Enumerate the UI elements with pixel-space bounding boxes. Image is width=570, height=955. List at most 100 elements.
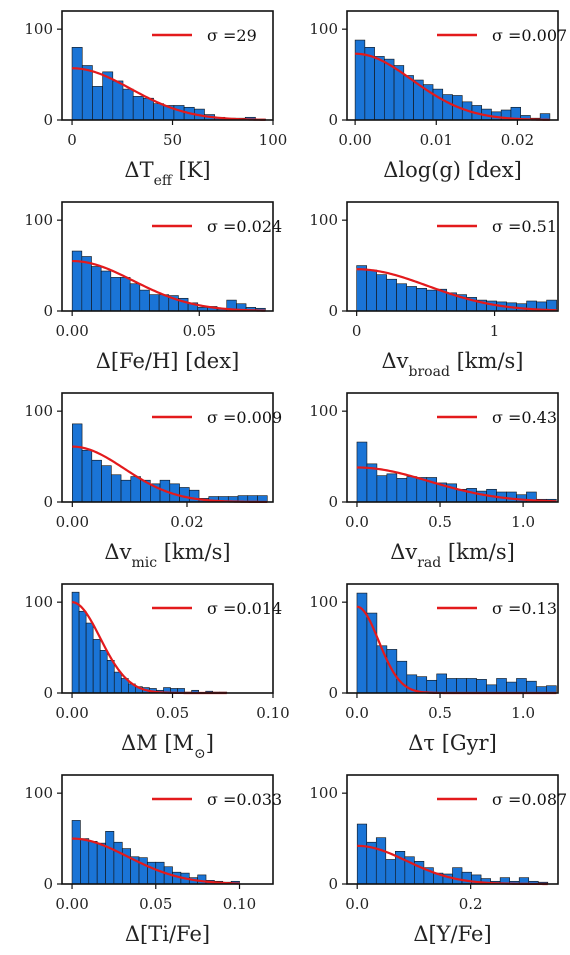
- histogram-bar: [100, 270, 112, 312]
- panel-vrad: 0 100 0.0 0.5 1.0 σ =0.43 Δvrad [km/s]: [285, 382, 570, 573]
- chart-svg: 0 100 0.00 0.01 0.02 σ =0.007 Δlog(g) [dex]: [309, 10, 567, 182]
- y-tick-label: 0: [43, 111, 53, 129]
- histogram-bar: [197, 874, 207, 885]
- y-tick-label: 0: [328, 875, 338, 893]
- histogram-bar: [80, 838, 90, 885]
- histogram-bar: [71, 820, 81, 885]
- x-axis-label: Δ[Ti/Fe]: [125, 922, 210, 946]
- x-tick-label: 0: [67, 131, 77, 149]
- x-axis-label: Δlog(g) [dex]: [383, 158, 522, 182]
- x-tick-label: 1.0: [511, 704, 535, 722]
- histogram-bar: [110, 277, 121, 312]
- histogram-bar: [91, 459, 102, 503]
- x-tick-label: 0.2: [459, 895, 483, 913]
- x-tick-label: 0.10: [223, 895, 256, 913]
- y-tick-label: 0: [328, 302, 338, 320]
- gaussian-fit-line: [72, 259, 266, 312]
- histogram-bar: [139, 289, 150, 312]
- histogram-bar: [81, 256, 92, 312]
- chart-svg: 0 100 0.0 0.2 σ =0.087 Δ[Y/Fe]: [309, 774, 567, 946]
- chart-svg: 0 100 0.00 0.05 σ =0.024 Δ[Fe/H] [dex]: [24, 201, 282, 373]
- y-tick-label: 100: [309, 593, 338, 611]
- x-axis-label: Δτ [Gyr]: [408, 731, 497, 755]
- panel-yfe: 0 100 0.0 0.2 σ =0.087 Δ[Y/Fe]: [285, 764, 570, 955]
- histogram-bar: [403, 75, 414, 121]
- panel-logg: 0 100 0.00 0.01 0.02 σ =0.007 Δlog(g) [dex]: [285, 0, 570, 191]
- gaussian-fit-line: [72, 837, 240, 885]
- y-tick-label: 100: [309, 211, 338, 229]
- x-tick-label: 0.00: [338, 131, 371, 149]
- chart-svg: 0 100 0 50 100 σ =29 ΔTeff [K]: [24, 10, 288, 189]
- y-tick-label: 100: [309, 20, 338, 38]
- histogram-bar: [396, 660, 408, 694]
- legend-label: σ =0.13: [492, 599, 557, 618]
- x-tick-label: 50: [163, 131, 182, 149]
- histogram-bar: [101, 465, 112, 503]
- x-tick-label: 100: [259, 131, 288, 149]
- x-tick-label: 0.05: [183, 322, 216, 340]
- x-tick-label: 0.00: [55, 704, 88, 722]
- plot-frame: [346, 774, 559, 885]
- x-axis-label: ΔTeff [K]: [124, 158, 210, 189]
- histogram-bar: [91, 266, 102, 312]
- histogram-bar: [72, 423, 83, 503]
- y-tick-label: 100: [24, 402, 53, 420]
- histogram-bar: [71, 591, 80, 694]
- histogram-bar: [78, 610, 87, 694]
- histogram-bar: [188, 489, 200, 503]
- histogram-bar: [396, 283, 407, 312]
- histogram-bar: [386, 278, 397, 312]
- legend-label: σ =29: [207, 26, 257, 45]
- histogram-bar: [122, 88, 134, 121]
- plot-frame: [61, 392, 274, 503]
- x-tick-label: 0: [352, 322, 362, 340]
- histogram-bar: [113, 841, 123, 885]
- x-tick-label: 0.02: [501, 131, 534, 149]
- histogram-bar: [356, 823, 368, 885]
- histogram-bar: [88, 841, 98, 885]
- chart-svg: 0 100 0.0 0.5 1.0 σ =0.43 Δvrad [km/s]: [309, 392, 559, 571]
- plot-frame: [61, 201, 274, 312]
- y-tick-label: 0: [328, 111, 338, 129]
- legend-label: σ =0.024: [207, 217, 282, 236]
- x-tick-label: 0.5: [428, 704, 452, 722]
- histogram-bar: [466, 678, 477, 694]
- chart-svg: 0 100 0.0 0.5 1.0 σ =0.13 Δτ [Gyr]: [309, 583, 559, 755]
- chart-svg: 0 100 0 1 σ =0.51 Δvbroad [km/s]: [309, 201, 559, 380]
- legend-label: σ =0.007: [492, 26, 567, 45]
- plot-frame: [346, 392, 559, 503]
- gaussian-fit-line: [355, 52, 550, 121]
- histogram-bar: [376, 274, 387, 312]
- histogram-bar: [476, 679, 487, 694]
- histogram-bar: [396, 478, 408, 503]
- x-tick-label: 1: [490, 322, 500, 340]
- x-axis-label: Δvrad [km/s]: [390, 540, 515, 571]
- histogram-bar: [486, 684, 497, 694]
- x-tick-label: 0.02: [170, 513, 203, 531]
- histogram-bar: [85, 622, 94, 694]
- histogram-bar: [375, 837, 387, 885]
- histogram-bar: [92, 639, 101, 694]
- histogram-bar: [173, 105, 185, 121]
- histogram-bar: [374, 56, 385, 121]
- histogram-bar: [129, 283, 141, 312]
- histogram-bar: [446, 678, 457, 694]
- x-tick-label: 0.00: [55, 322, 88, 340]
- x-axis-label: Δ[Fe/H] [dex]: [96, 349, 240, 373]
- histogram-bar: [356, 265, 367, 312]
- histogram-bar: [111, 474, 122, 503]
- legend-label: σ =0.51: [492, 217, 557, 236]
- plot-frame: [61, 10, 274, 121]
- histogram-bar: [366, 269, 377, 312]
- panel-mass: 0 100 0.00 0.05 0.10 σ =0.014 ΔM [M⊙]: [0, 573, 290, 764]
- legend-label: σ =0.087: [492, 790, 567, 809]
- x-tick-label: 0.05: [139, 895, 172, 913]
- histogram-bar: [130, 476, 141, 503]
- histogram-bar: [452, 867, 463, 885]
- histogram-bar: [81, 449, 93, 503]
- x-axis-label: ΔM [M⊙]: [121, 731, 214, 762]
- x-tick-label: 0.5: [428, 513, 452, 531]
- histogram-bar: [456, 678, 467, 694]
- y-tick-label: 0: [43, 875, 53, 893]
